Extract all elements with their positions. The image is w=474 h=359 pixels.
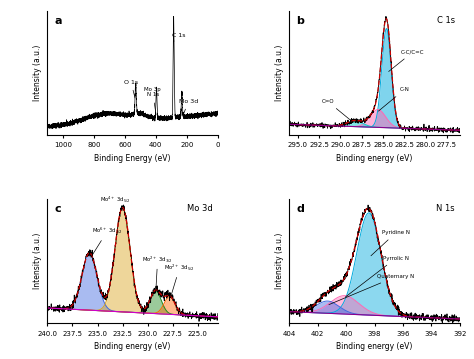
Text: a: a (54, 16, 62, 26)
Y-axis label: Intensity (a.u.): Intensity (a.u.) (275, 233, 284, 289)
Text: C 1s: C 1s (437, 16, 455, 25)
Text: C=O: C=O (321, 99, 353, 122)
Text: Quaternary N: Quaternary N (329, 274, 414, 305)
Text: Mo 3p
N 1s: Mo 3p N 1s (145, 87, 161, 115)
Text: C-C/C=C: C-C/C=C (389, 50, 425, 71)
Text: O 1s: O 1s (124, 80, 138, 98)
Text: N 1s: N 1s (436, 204, 455, 213)
Text: Mo 3d: Mo 3d (187, 204, 213, 213)
Text: Mo 3d: Mo 3d (179, 99, 198, 116)
Text: d: d (296, 204, 304, 214)
Text: Mo$^{2+}$ 3d$_{5/2}$: Mo$^{2+}$ 3d$_{5/2}$ (164, 262, 195, 298)
X-axis label: Binding energy (eV): Binding energy (eV) (337, 154, 413, 163)
X-axis label: Binding energy (eV): Binding energy (eV) (94, 342, 171, 351)
Text: C-N: C-N (378, 87, 410, 111)
Text: Mo$^{2+}$ 3d$_{3/2}$: Mo$^{2+}$ 3d$_{3/2}$ (142, 254, 173, 291)
X-axis label: Binding Energy (eV): Binding Energy (eV) (94, 154, 171, 163)
Text: Pyrrolic N: Pyrrolic N (346, 256, 409, 297)
Y-axis label: Intensity (a.u.): Intensity (a.u.) (275, 45, 284, 101)
Text: Mo$^{4+}$ 3d$_{5/2}$: Mo$^{4+}$ 3d$_{5/2}$ (100, 195, 131, 210)
Text: Pyridine N: Pyridine N (371, 230, 410, 256)
X-axis label: Binding energy (eV): Binding energy (eV) (337, 342, 413, 351)
Text: b: b (296, 16, 304, 26)
Text: c: c (54, 204, 61, 214)
Text: Mo$^{6+}$ 3d$_{3/2}$: Mo$^{6+}$ 3d$_{3/2}$ (91, 226, 123, 257)
Y-axis label: Intensity (a.u.): Intensity (a.u.) (33, 45, 42, 101)
Y-axis label: Intensity (a.u.): Intensity (a.u.) (33, 233, 42, 289)
Text: C 1s: C 1s (173, 33, 186, 41)
